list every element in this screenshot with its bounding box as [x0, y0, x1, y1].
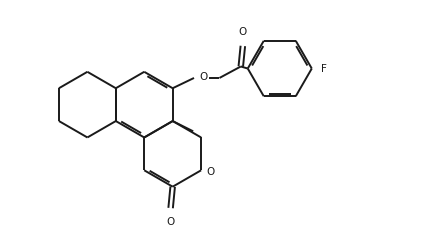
Text: O: O: [166, 217, 175, 227]
Text: O: O: [206, 167, 215, 177]
Text: O: O: [239, 27, 247, 37]
Text: F: F: [321, 64, 327, 74]
Text: O: O: [200, 72, 208, 82]
